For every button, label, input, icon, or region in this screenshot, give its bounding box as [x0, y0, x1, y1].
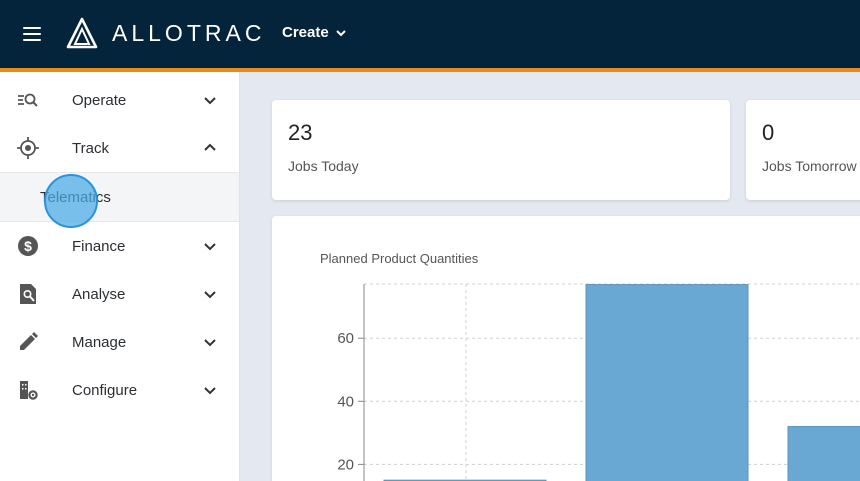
bar-chart: 20 40 60 [337, 283, 860, 481]
chart-card: Planned Product Quantities 20 40 60 [272, 216, 860, 481]
sidebar-item-label: Track [72, 139, 109, 157]
operate-search-list-icon [16, 88, 40, 112]
sidebar: Operate Track Telematics $ Finance Analy… [0, 72, 240, 481]
building-gear-icon [16, 378, 40, 402]
sidebar-item-operate[interactable]: Operate [0, 76, 239, 124]
allotrac-logo-icon [66, 17, 98, 49]
sidebar-item-finance[interactable]: $ Finance [0, 222, 239, 270]
y-tick-label: 60 [337, 330, 354, 347]
bar [787, 426, 860, 481]
click-indicator [44, 174, 98, 228]
stat-value: 23 [288, 120, 313, 145]
sidebar-item-manage[interactable]: Manage [0, 318, 239, 366]
create-label: Create [282, 24, 329, 41]
brand-name: ALLOTRAC [112, 19, 266, 46]
svg-text:$: $ [24, 238, 32, 254]
top-bar: ALLOTRAC Create [0, 0, 860, 68]
y-tick-label: 40 [337, 393, 354, 410]
topbar-accent-stripe [0, 68, 860, 72]
chevron-down-icon [204, 387, 216, 395]
crosshair-icon [16, 136, 40, 160]
create-button[interactable]: Create [282, 24, 347, 41]
brand-logo[interactable]: ALLOTRAC [66, 15, 265, 51]
menu-icon[interactable] [18, 22, 46, 46]
sidebar-item-track[interactable]: Track [0, 124, 239, 172]
sidebar-subitem-telematics[interactable]: Telematics [0, 172, 239, 222]
stat-label: Jobs Today [288, 158, 359, 174]
document-search-icon [16, 282, 40, 306]
chevron-down-icon [335, 29, 346, 36]
pencil-icon [16, 330, 40, 354]
sidebar-item-label: Analyse [72, 285, 126, 303]
chevron-down-icon [204, 97, 216, 105]
chevron-down-icon [204, 339, 216, 347]
stat-card-jobs-today[interactable]: 23 Jobs Today [272, 100, 730, 200]
chevron-down-icon [204, 291, 216, 299]
stat-value: 0 [762, 120, 775, 145]
stat-card-jobs-tomorrow[interactable]: 0 Jobs Tomorrow [746, 100, 860, 200]
sidebar-item-configure[interactable]: Configure [0, 366, 239, 414]
sidebar-item-analyse[interactable]: Analyse [0, 270, 239, 318]
stat-label: Jobs Tomorrow [762, 158, 857, 174]
bar [585, 284, 749, 481]
sidebar-item-label: Configure [72, 381, 138, 399]
y-tick-label: 20 [337, 456, 354, 473]
chevron-up-icon [204, 143, 216, 151]
chevron-down-icon [204, 243, 216, 251]
sidebar-item-label: Finance [72, 237, 126, 255]
sidebar-item-label: Manage [72, 333, 127, 351]
sidebar-item-label: Operate [72, 91, 127, 109]
dollar-circle-icon: $ [16, 234, 40, 258]
chart-title: Planned Product Quantities [320, 251, 479, 266]
